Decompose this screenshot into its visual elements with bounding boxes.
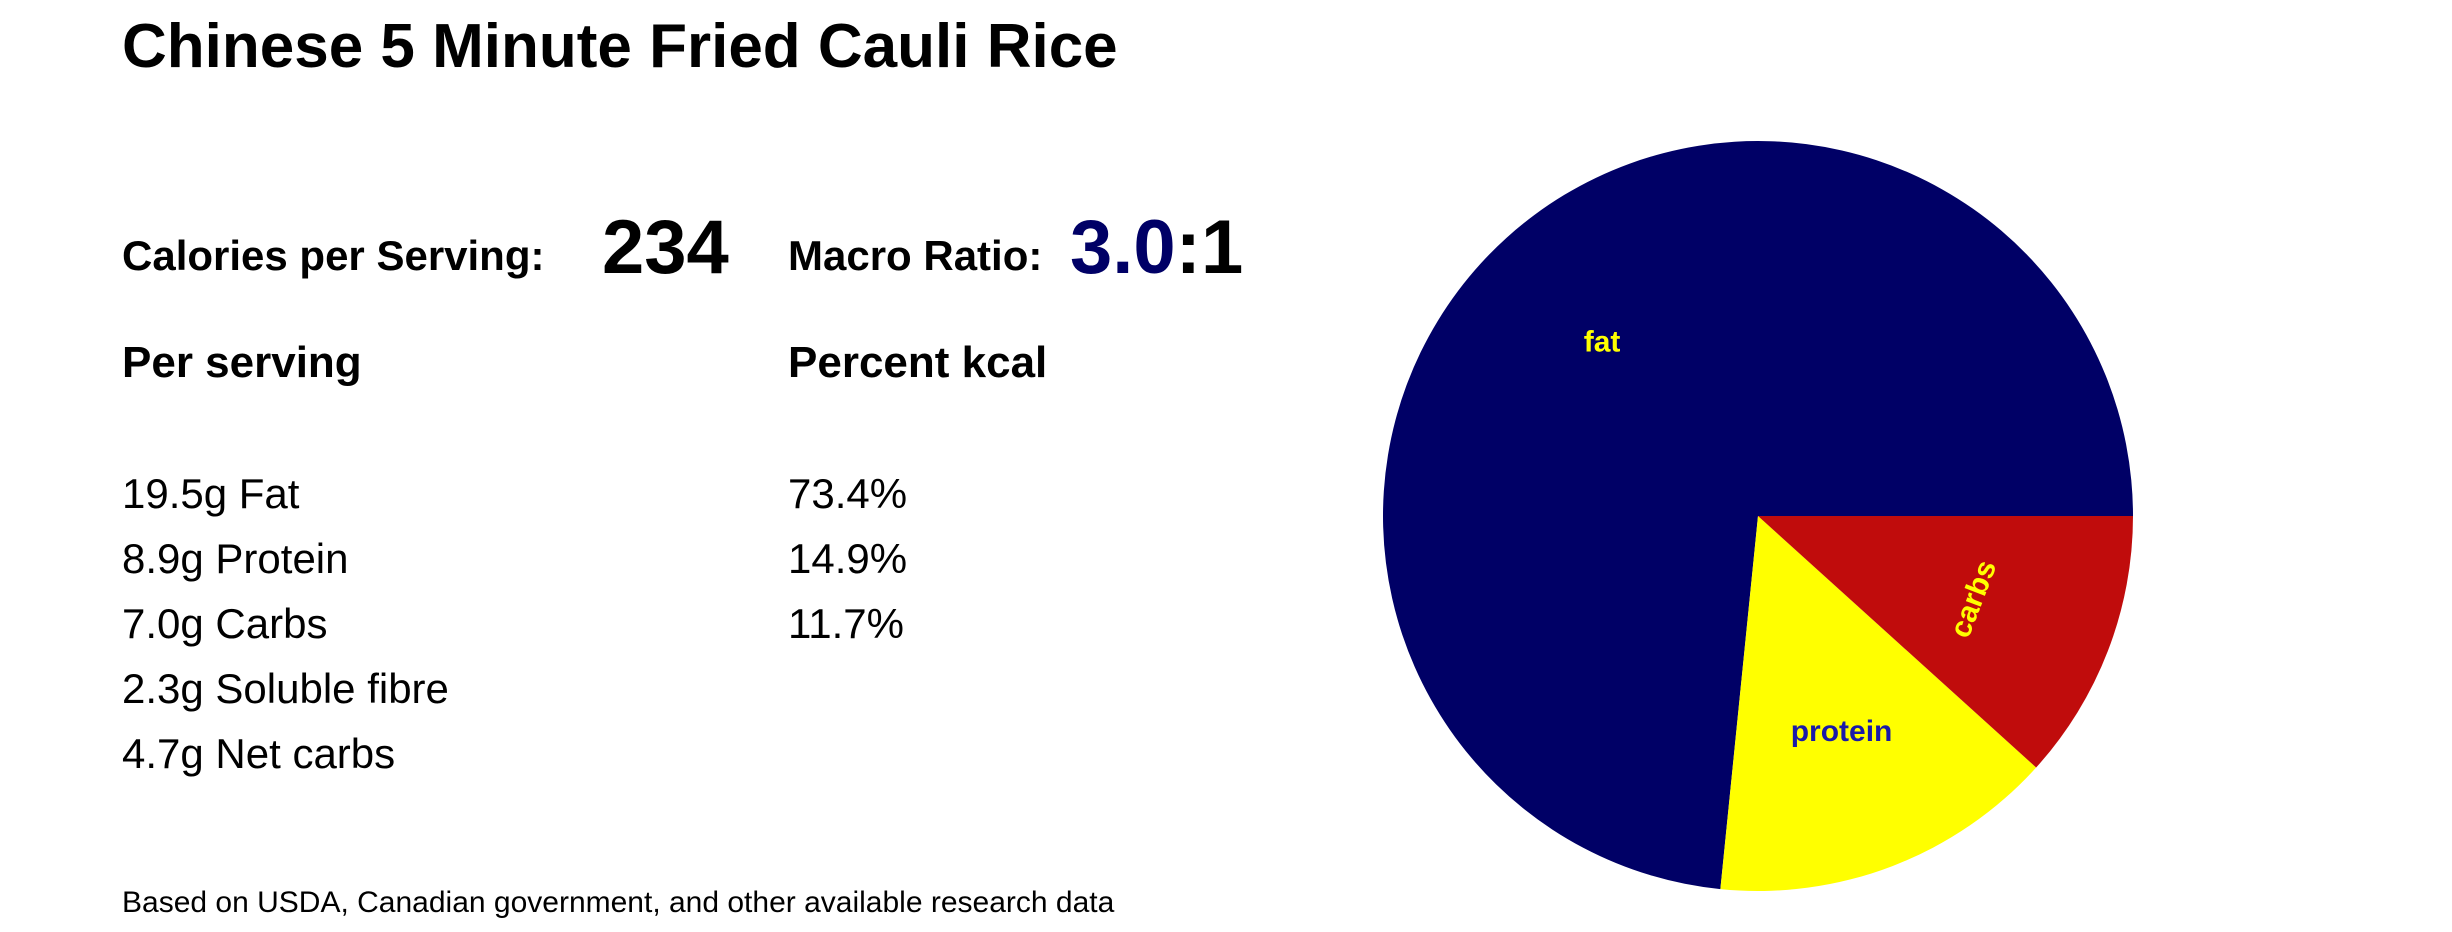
per-serving-soluble-fibre: 2.3g Soluble fibre	[122, 665, 449, 712]
percent-kcal-protein: 14.9%	[788, 535, 908, 582]
per-serving-heading: Per serving	[122, 338, 362, 387]
macro-ratio-number: 3.0	[1070, 205, 1176, 290]
percent-kcal-heading: Percent kcal	[788, 338, 1048, 387]
pie-label-protein: protein	[1791, 715, 1893, 748]
pie-slice-protein	[1720, 516, 2037, 891]
pie-slice-carbs	[1758, 516, 2133, 768]
per-serving-fat: 19.5g Fat	[122, 470, 300, 517]
percent-kcal-fat: 73.4%	[788, 470, 908, 517]
page-title: Chinese 5 Minute Fried Cauli Rice	[122, 12, 1118, 81]
macro-ratio-suffix: :1	[1175, 205, 1244, 290]
percent-kcal-carbs: 11.7%	[788, 600, 904, 647]
macro-ratio-label: Macro Ratio:	[788, 232, 1043, 279]
per-serving-protein: 8.9g Protein	[122, 535, 349, 582]
pie-label-fat: fat	[1584, 325, 1621, 358]
calories-value: 234	[602, 205, 729, 290]
pie-slice-fat	[1383, 141, 2133, 890]
macro-ratio-value: 3.0:1	[1070, 204, 1243, 291]
per-serving-net-carbs: 4.7g Net carbs	[122, 730, 396, 777]
source-footnote: Based on USDA, Canadian government, and …	[122, 886, 1115, 919]
calories-label: Calories per Serving:	[122, 232, 545, 279]
per-serving-carbs: 7.0g Carbs	[122, 600, 328, 647]
